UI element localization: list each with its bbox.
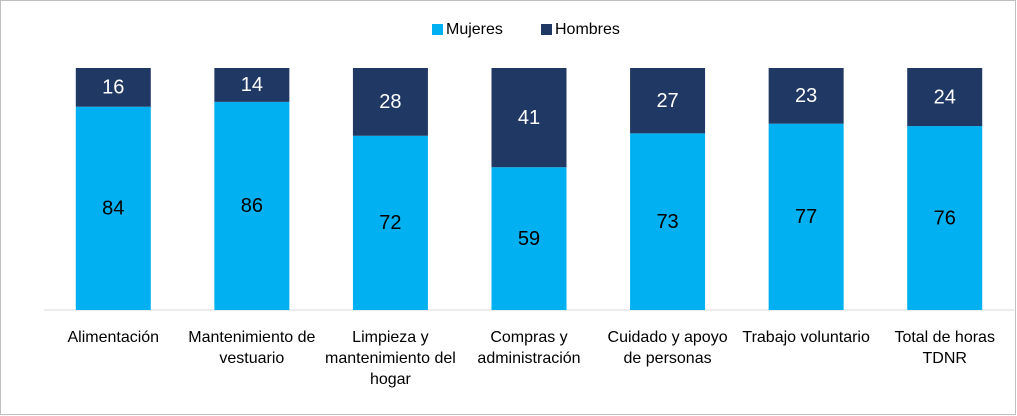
- legend-label: Hombres: [555, 21, 620, 38]
- bar-segment: [630, 133, 706, 310]
- x-tick-label: Limpieza y mantenimiento del hogar: [325, 329, 456, 388]
- data-label: 27: [656, 90, 678, 112]
- bar-segment: [352, 135, 428, 310]
- bar-segment: [768, 68, 844, 124]
- data-label: 72: [379, 212, 401, 234]
- x-tick-label: Compras y administración: [477, 329, 581, 367]
- bar-segment: [75, 68, 151, 107]
- legend-label: Mujeres: [446, 21, 503, 38]
- legend-swatch: [541, 24, 552, 35]
- data-label: 76: [934, 207, 956, 229]
- data-label: 86: [241, 195, 263, 217]
- x-tick-label: Alimentación: [67, 329, 160, 346]
- data-label: 14: [241, 74, 263, 96]
- bar-segment: [768, 123, 844, 310]
- bar-segment: [491, 167, 567, 310]
- x-tick-label: Total de horas TDNR: [894, 329, 995, 367]
- bar-segment: [214, 68, 290, 102]
- data-label: 23: [795, 85, 817, 107]
- bar-segment: [630, 68, 706, 134]
- data-label: 73: [656, 211, 678, 233]
- bar-segment: [75, 106, 151, 310]
- bar-segment: [214, 101, 290, 310]
- data-label: 84: [102, 198, 124, 220]
- legend-swatch: [432, 24, 443, 35]
- data-label: 59: [518, 228, 540, 250]
- bar-segment: [352, 68, 428, 136]
- data-label: 77: [795, 206, 817, 228]
- x-tick-label: Trabajo voluntario: [742, 329, 870, 346]
- data-label: 41: [518, 107, 540, 129]
- bar-segment: [907, 68, 983, 127]
- x-tick-label: Mantenimiento de vestuario: [188, 329, 316, 367]
- x-tick-label: Cuidado y apoyo de personas: [607, 329, 728, 367]
- bar-segment: [491, 68, 567, 168]
- data-label: 28: [379, 91, 401, 113]
- bar-segment: [907, 126, 983, 310]
- data-label: 24: [934, 86, 956, 108]
- data-label: 16: [102, 77, 124, 99]
